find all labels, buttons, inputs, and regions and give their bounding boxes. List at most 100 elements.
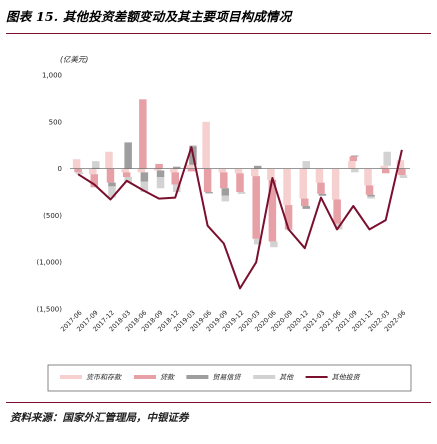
bar [140, 172, 149, 182]
bar [202, 121, 210, 169]
bar [122, 172, 131, 178]
bar [252, 176, 260, 239]
legend-swatch [186, 375, 209, 379]
bar [108, 186, 116, 198]
bar [203, 168, 212, 192]
bar [171, 172, 179, 185]
bar [156, 177, 165, 189]
bar [106, 168, 115, 183]
series-line [77, 146, 403, 290]
bar [267, 168, 275, 180]
bar [302, 206, 311, 209]
bar [172, 184, 181, 192]
bar [221, 195, 230, 202]
bar [333, 199, 341, 224]
bar [399, 175, 408, 178]
bar [383, 151, 391, 166]
bar [187, 168, 196, 172]
bar [155, 163, 163, 169]
bar [398, 168, 406, 176]
bar [302, 161, 311, 169]
legend-box [47, 364, 412, 392]
bar [253, 165, 262, 169]
bar [301, 198, 309, 207]
bar [250, 168, 259, 177]
bar [205, 192, 213, 193]
bar [237, 192, 246, 194]
bar [172, 166, 181, 169]
legend-swatch [60, 375, 82, 379]
bar [153, 168, 162, 171]
bar [367, 196, 375, 199]
bar [74, 168, 82, 173]
y-tick-label: (1,000) [36, 259, 62, 267]
legend-label: 其他 [279, 374, 294, 382]
bar [169, 168, 178, 173]
bar [108, 182, 116, 187]
bar [218, 168, 227, 173]
bar-layer [72, 99, 408, 248]
y-tick-label: 1,000 [42, 72, 62, 80]
y-axis: 1,000 500 0 (500) (1,000) (1,500) [36, 72, 62, 314]
y-tick-label: 500 [49, 118, 62, 126]
bar [331, 168, 340, 200]
bar [317, 182, 325, 194]
bar [156, 170, 165, 178]
x-axis: 2017-062017-092017-122018-032018-062018-… [59, 309, 407, 334]
source-note: 资料来源：国家外汇管理局，中银证券 [10, 412, 189, 424]
bar [89, 168, 97, 175]
bar [380, 165, 388, 169]
bar [349, 156, 358, 162]
bar [220, 172, 228, 189]
bar [189, 145, 197, 147]
bar [381, 168, 390, 174]
legend-swatch [253, 375, 276, 379]
bar [315, 168, 324, 183]
legend-label: 贸易信贷 [212, 374, 241, 382]
legend-label: 其他投资 [332, 374, 361, 382]
bar [234, 168, 243, 174]
bar [124, 142, 132, 169]
y-tick-label: (500) [43, 212, 62, 220]
legend-label: 货币和存款 [86, 374, 122, 382]
bar [236, 173, 244, 192]
bar [283, 168, 291, 206]
bar [284, 205, 293, 230]
bar [351, 155, 359, 157]
figure-title: 图表 15. 其他投资差额变动及其主要项目构成情况 [6, 9, 292, 24]
bar [137, 168, 146, 173]
bar [139, 99, 147, 169]
bar [72, 159, 81, 169]
bar [124, 177, 132, 183]
bar [365, 185, 374, 195]
bar [318, 193, 327, 196]
bar [92, 161, 100, 168]
legend-swatch [134, 375, 156, 379]
bar [348, 161, 356, 169]
bar [268, 179, 277, 242]
line-layer [77, 146, 403, 290]
bar [92, 167, 100, 169]
bar [351, 168, 359, 173]
bar [121, 168, 129, 173]
bar [105, 151, 113, 169]
bar [75, 172, 84, 175]
legend: 货币和存款 贷款 贸易信贷 其他 其他投资 [47, 364, 412, 392]
bar [205, 192, 213, 194]
source-rule [6, 402, 431, 403]
bar [221, 188, 230, 196]
bar [140, 181, 149, 192]
legend-label: 贷款 [160, 374, 175, 382]
y-tick-label: 0 [58, 165, 62, 173]
bar [364, 168, 372, 186]
bar [90, 174, 99, 188]
title-rule [6, 33, 431, 34]
bar [253, 238, 262, 245]
bar [299, 168, 308, 199]
bar [270, 241, 278, 248]
bar [396, 160, 405, 169]
y-tick-label: (1,500) [36, 306, 62, 314]
bar [186, 164, 194, 169]
bar [367, 194, 375, 197]
